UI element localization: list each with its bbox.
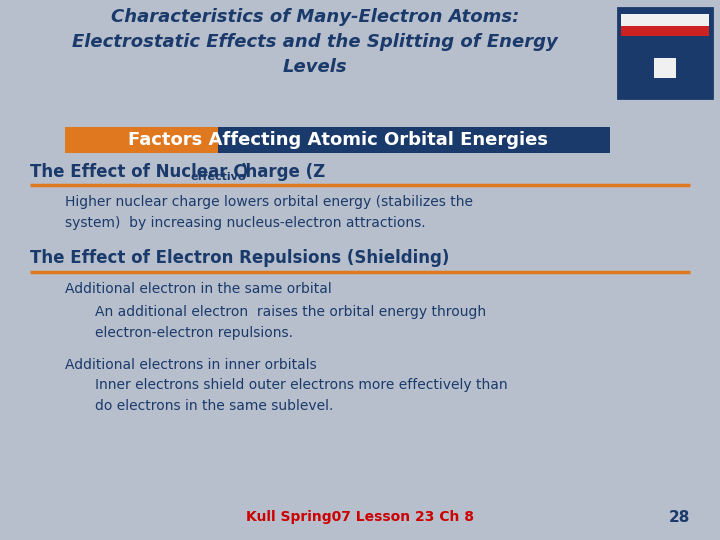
Bar (217, 127, 610, 153)
Text: Factors Affecting Atomic Orbital Energies: Factors Affecting Atomic Orbital Energie… (127, 131, 547, 149)
Bar (621, 26, 709, 36)
Text: The Effect of Nuclear Charge (Z: The Effect of Nuclear Charge (Z (30, 163, 325, 181)
Text: Characteristics of Many-Electron Atoms:
Electrostatic Effects and the Splitting : Characteristics of Many-Electron Atoms: … (72, 8, 558, 76)
Text: Inner electrons shield outer electrons more effectively than
do electrons in the: Inner electrons shield outer electrons m… (95, 378, 508, 413)
Text: Additional electron in the same orbital: Additional electron in the same orbital (65, 282, 332, 296)
Bar (65, 127, 217, 153)
Text: ): ) (240, 163, 248, 181)
Bar (654, 58, 676, 78)
Text: effective: effective (191, 172, 246, 182)
Text: 28: 28 (669, 510, 690, 524)
Text: Kull Spring07 Lesson 23 Ch 8: Kull Spring07 Lesson 23 Ch 8 (246, 510, 474, 524)
Text: An additional electron  raises the orbital energy through
electron-electron repu: An additional electron raises the orbita… (95, 305, 486, 340)
Text: Higher nuclear charge lowers orbital energy (stabilizes the
system)  by increasi: Higher nuclear charge lowers orbital ene… (65, 195, 473, 230)
Text: The Effect of Electron Repulsions (Shielding): The Effect of Electron Repulsions (Shiel… (30, 249, 449, 267)
Bar (621, 14, 709, 36)
Text: Additional electrons in inner orbitals: Additional electrons in inner orbitals (65, 358, 317, 372)
Bar (636, 46, 694, 98)
Bar (618, 8, 712, 98)
